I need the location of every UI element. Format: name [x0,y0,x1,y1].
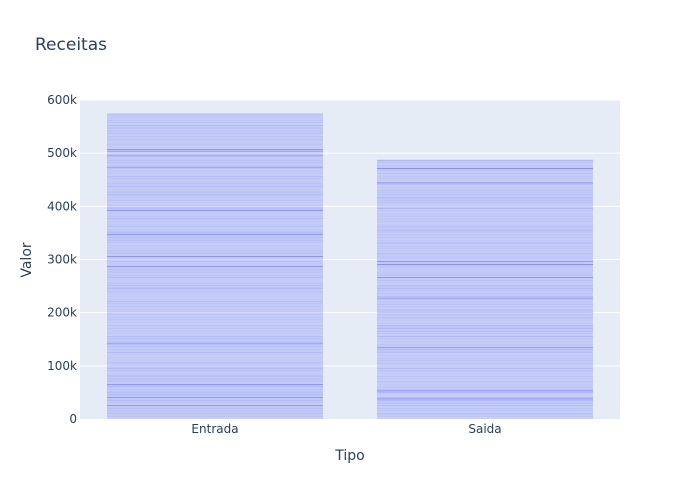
bar-entrada [107,113,323,420]
bar-saida [377,159,593,419]
y-tick-label: 400k [47,199,77,213]
y-tick-label: 200k [47,306,77,320]
y-tick-label: 600k [47,93,77,107]
y-tick-label: 300k [47,253,77,267]
x-tick-label: Entrada [191,422,238,436]
x-axis-ticks: Entrada Saida [191,422,501,436]
y-tick-label: 0 [69,412,77,426]
y-axis-title: Valor [19,242,35,278]
x-tick-label: Saida [468,422,501,436]
chart-title: Receitas [35,35,107,55]
y-tick-label: 100k [47,359,77,373]
x-axis-title: Tipo [334,448,364,464]
y-axis-ticks: 0 100k 200k 300k 400k 500k 600k [47,93,77,426]
gridlines [80,99,620,367]
y-tick-label: 500k [47,146,77,160]
bar [377,159,593,419]
bars [107,113,593,420]
